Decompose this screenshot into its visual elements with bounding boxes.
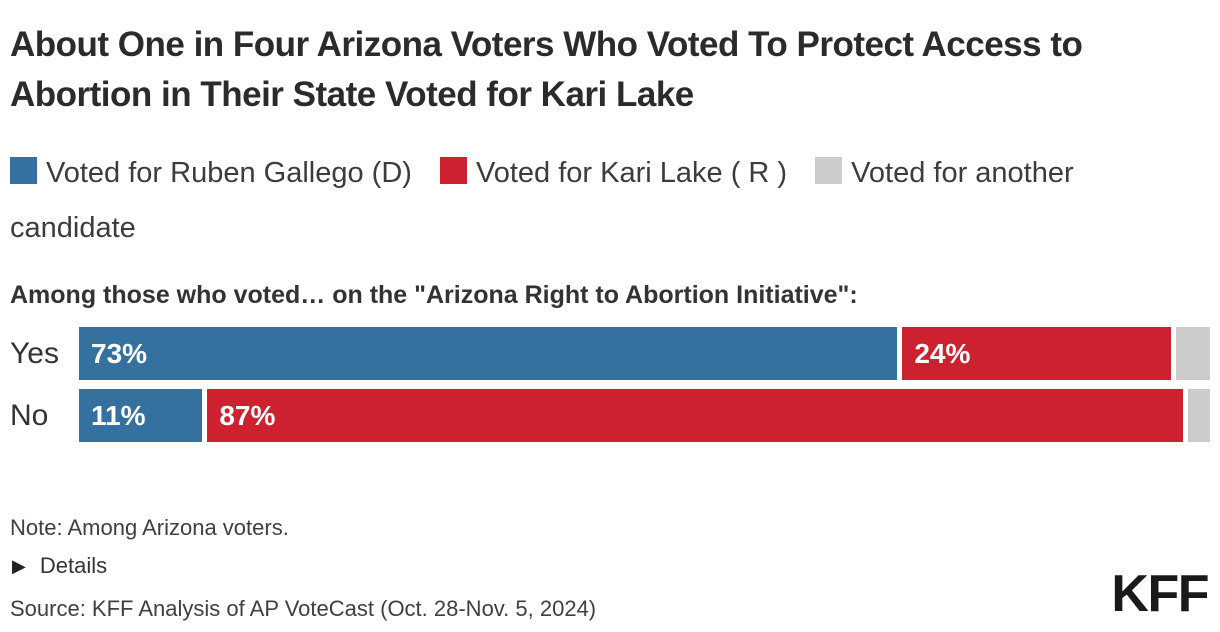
legend-label: Voted for Ruben Gallego (D) xyxy=(46,157,412,189)
legend-label: Voted for Kari Lake ( R ) xyxy=(476,157,788,189)
bar-value-label: 11% xyxy=(91,399,146,431)
chart-note: Note: Among Arizona voters. xyxy=(10,515,289,540)
bar-segment-gallego-yes: 73% xyxy=(79,327,898,380)
chart-subtitle: Among those who voted… on the "Arizona R… xyxy=(10,281,858,309)
legend-item-lake: Voted for Kari Lake ( R ) xyxy=(440,157,787,189)
legend-item-another: Voted for another candidate xyxy=(10,157,1074,244)
bar-value-label: 24% xyxy=(914,337,971,369)
bar-group-yes: 73% 24% xyxy=(79,327,1210,380)
chart-title: About One in Four Arizona Voters Who Vot… xyxy=(10,25,1083,114)
details-expander[interactable]: ▶ Details xyxy=(10,552,1210,580)
legend-item-gallego: Voted for Ruben Gallego (D) xyxy=(10,157,412,189)
legend-swatch-blue xyxy=(10,157,37,184)
chart-source: Source: KFF Analysis of AP VoteCast (Oct… xyxy=(10,596,597,621)
bar-value-label: 73% xyxy=(91,337,148,369)
bar-segment-lake-no: 87% xyxy=(207,389,1183,442)
legend-label: Voted for another candidate xyxy=(10,157,1074,244)
details-label: Details xyxy=(39,553,108,578)
bar-value-label: 87% xyxy=(219,399,276,431)
row-label-yes: Yes xyxy=(10,336,59,370)
bar-segment-another-yes xyxy=(1176,327,1210,380)
bar-segment-lake-yes: 24% xyxy=(902,327,1172,380)
bar-segment-gallego-no: 11% xyxy=(79,389,203,442)
bar-segment-another-no xyxy=(1187,389,1210,442)
stacked-bar-chart: Yes 73% 24% No 11% 87% xyxy=(10,327,1210,442)
bar-row-yes: Yes 73% 24% xyxy=(10,327,1210,380)
kff-logo: KFF xyxy=(1111,565,1209,623)
legend: Voted for Ruben Gallego (D) Voted for Ka… xyxy=(10,146,1210,256)
legend-swatch-red xyxy=(440,157,467,184)
bar-group-no: 11% 87% xyxy=(79,389,1210,442)
bar-row-no: No 11% 87% xyxy=(10,389,1210,442)
legend-swatch-gray xyxy=(815,157,843,184)
row-label-no: No xyxy=(10,398,49,432)
right-triangle-icon: ▶ xyxy=(12,556,26,576)
